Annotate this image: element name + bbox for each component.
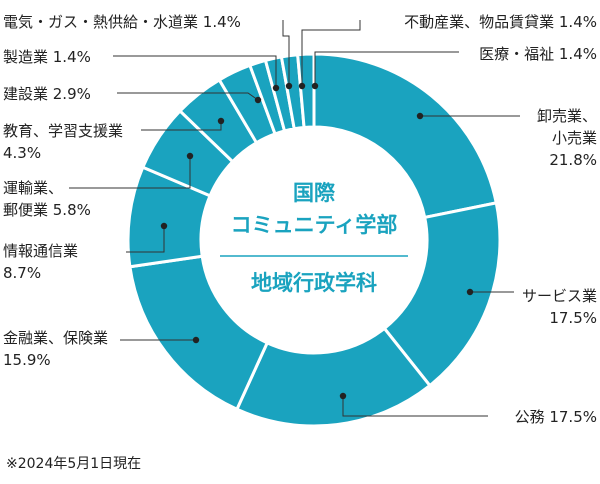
slice-label: 4.3% [3,144,41,162]
leader-dot [339,392,347,400]
slice-label: 17.5% [549,309,597,327]
leader-dot [186,152,194,160]
leader-dot [217,117,225,125]
slice-label: 卸売業、 [537,107,597,125]
leader-dot [311,82,319,90]
slice-label: 不動産業、物品賃貸業 1.4% [404,13,597,31]
leader-dot [272,84,280,92]
leader-line [342,396,488,417]
leader-line [69,156,191,189]
leader-dot [192,336,200,344]
slice-label: 運輸業、 [3,179,63,197]
center-title: コミュニティ学部 [231,213,398,237]
leader-line [314,51,459,86]
leader-dot [160,222,168,230]
slice-label: 公務 17.5% [515,408,597,426]
donut-slice [128,254,270,412]
leader-line [126,226,165,253]
slice-label: 15.9% [3,351,51,369]
slice-label: 情報通信業 [3,242,78,260]
leader-line [301,20,361,86]
center-subtitle: 地域行政学科 [251,271,377,295]
leader-dot [416,112,424,120]
slice-label: 21.8% [549,151,597,169]
slice-label: 建設業 2.9% [3,85,91,103]
slice-label: 金融業、保険業 [3,329,108,347]
leader-line [282,20,290,86]
slice-label: 郵便業 5.8% [3,201,91,219]
footnote: ※2024年5月1日現在 [6,456,142,472]
slice-label: 教育、学習支援業 [3,122,123,140]
slice-label: サービス業 [522,287,597,305]
slice-label: 小売業 [552,129,597,147]
center-title: 国際 [293,181,336,205]
donut-slice [312,52,499,220]
leader-line [117,92,259,101]
leader-dot [285,82,293,90]
slice-label: 製造業 1.4% [3,48,91,66]
slice-label: 医療・福祉 1.4% [479,45,597,63]
leader-line [113,55,277,88]
leader-dot [466,288,474,296]
leader-dot [298,82,306,90]
slice-label: 8.7% [3,264,41,282]
slice-label: 電気・ガス・熱供給・水道業 1.4% [3,13,241,31]
leader-dot [254,96,262,104]
